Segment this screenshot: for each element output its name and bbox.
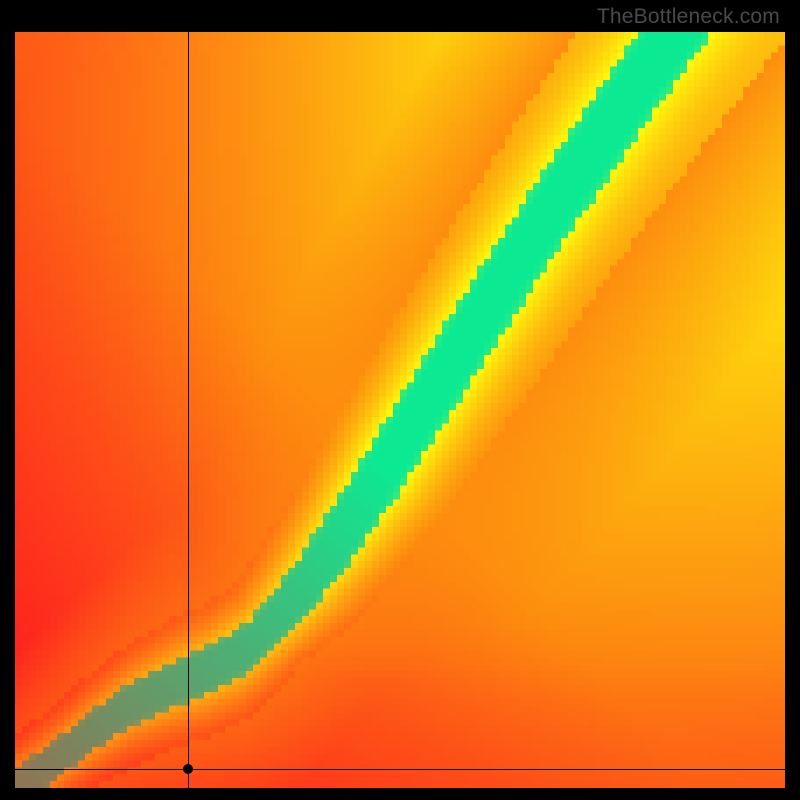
heatmap-canvas — [15, 32, 785, 788]
watermark-text: TheBottleneck.com — [597, 5, 780, 29]
chart-container: TheBottleneck.com — [0, 0, 800, 800]
crosshair-horizontal-line — [15, 769, 785, 770]
plot-area[interactable] — [15, 32, 785, 788]
bottleneck-marker-dot — [183, 764, 193, 774]
crosshair-vertical-line — [188, 32, 189, 788]
